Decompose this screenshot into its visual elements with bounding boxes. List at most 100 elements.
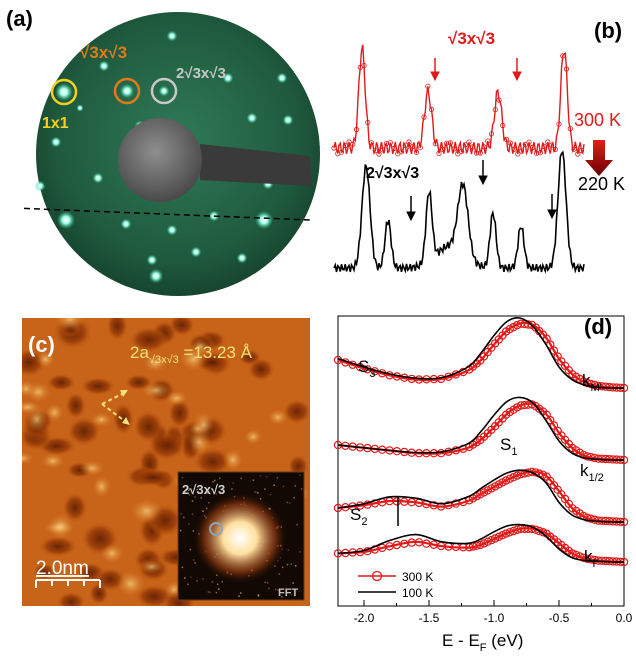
leed-pattern: 1x1 √3x√3 2√3x√3 <box>20 8 336 300</box>
fft-noise-pixel <box>231 488 233 490</box>
stm-bright-spot <box>100 544 123 563</box>
fft-noise-pixel <box>180 530 182 532</box>
leed-spot <box>147 255 158 266</box>
fft-noise-pixel <box>188 523 190 525</box>
leed-spot <box>283 115 294 126</box>
leed-spot <box>93 173 104 184</box>
x-tick-label: -2.0 <box>354 611 375 625</box>
fft-noise-pixel <box>296 524 298 526</box>
stm-bright-spot <box>245 429 262 444</box>
fft-noise-pixel <box>282 567 284 569</box>
stm-bright-spot <box>140 560 163 573</box>
x-tick-label: -0.5 <box>549 611 570 625</box>
fft-noise-pixel <box>184 577 186 579</box>
stm-hole <box>134 469 172 487</box>
stm-hole <box>148 431 186 460</box>
fft-noise-pixel <box>217 584 219 586</box>
leed-spot <box>277 73 288 84</box>
fft-noise-pixel <box>238 595 240 597</box>
leed-spot <box>167 31 178 42</box>
two-root3-label: 2√3x√3 <box>366 165 419 182</box>
fft-noise-pixel <box>299 475 301 477</box>
leed-spot <box>167 225 178 236</box>
fft-noise-pixel <box>240 592 242 594</box>
fft-noise-pixel <box>192 513 194 515</box>
leed-spot <box>120 84 134 98</box>
temp-300k: 300 K <box>574 110 621 130</box>
edc-xlabel: E - EF (eV) <box>442 631 523 654</box>
leed-spot <box>159 86 170 97</box>
fft-center-glow <box>192 492 288 584</box>
fft-noise-pixel <box>209 592 211 594</box>
stm-bright-spot <box>223 449 243 470</box>
edc-ticks: -2.0 -1.5 -1.0 -0.5 0.0 <box>354 600 633 625</box>
fft-noise-pixel <box>202 578 204 580</box>
fft-noise-pixel <box>277 477 279 479</box>
fft-noise-pixel <box>216 592 218 594</box>
panel-c-label: (c) <box>28 332 55 357</box>
root3-label: √3x√3 <box>448 29 495 48</box>
fft-noise-pixel <box>283 486 285 488</box>
leed-spot <box>35 181 46 192</box>
legend: 300 K 100 K <box>358 570 433 600</box>
fft-noise-pixel <box>240 478 242 480</box>
x-tick-label: -1.5 <box>419 611 440 625</box>
leed-spot <box>191 247 202 258</box>
profile-plot: √3x√3 2√3x√3 300 K 220 K <box>330 20 636 300</box>
fft-noise-pixel <box>266 476 268 478</box>
fft-noise-pixel <box>256 492 258 494</box>
fft-noise-pixel <box>254 491 256 493</box>
fft-noise-pixel <box>275 589 277 591</box>
leed-spot <box>121 219 132 230</box>
edc-curves <box>334 318 627 566</box>
fft-noise-pixel <box>268 588 270 590</box>
fft-noise-pixel <box>287 502 289 504</box>
leed-spot <box>149 269 163 283</box>
fft-title: 2√3x√3 <box>182 482 225 497</box>
label-2root3: 2√3x√3 <box>176 65 226 82</box>
label-1x1: 1x1 <box>42 115 69 132</box>
fft-noise-pixel <box>292 582 294 584</box>
stm-bright-spot <box>46 404 64 422</box>
peak-s1: S1 <box>500 435 517 458</box>
root3-arrows <box>431 58 521 80</box>
stm-image: (c) 2a√3x√3 =13.23 Å 2.0nm 2√3x√3 FFT <box>22 318 310 606</box>
stm-hole <box>47 374 76 392</box>
fft-noise-pixel <box>260 475 262 477</box>
stm-bright-spot <box>131 499 162 523</box>
fft-noise-pixel <box>182 567 184 569</box>
two-root3-arrows <box>407 160 556 220</box>
fft-noise-pixel <box>194 562 196 564</box>
fft-label: FFT <box>278 587 298 599</box>
leed-spot <box>99 61 110 72</box>
fft-noise-pixel <box>208 591 210 593</box>
fft-noise-pixel <box>264 488 266 490</box>
stm-hole <box>65 392 86 419</box>
stm-bright-spot <box>26 382 50 401</box>
stm-bright-spot <box>48 514 73 540</box>
fft-noise-pixel <box>295 565 297 567</box>
x-tick-label: 0.0 <box>616 611 633 625</box>
fft-noise-pixel <box>279 573 281 575</box>
fft-noise-pixel <box>222 581 224 583</box>
leed-spot <box>237 253 248 264</box>
fft-noise-pixel <box>182 477 184 479</box>
stm-bright-spot <box>142 383 171 399</box>
curve-label-km: kM' <box>582 371 602 394</box>
legend-100k: 100 K <box>402 586 433 600</box>
stm-bright-spot <box>268 410 288 425</box>
curve-label-khalf: k1/2 <box>580 461 604 484</box>
fft-noise-pixel <box>257 492 259 494</box>
fft-noise-pixel <box>190 549 192 551</box>
profile-300k <box>334 45 584 154</box>
stm-bright-spot <box>93 476 111 498</box>
fft-noise-pixel <box>218 588 220 590</box>
fft-noise-pixel <box>299 551 301 553</box>
fft-noise-pixel <box>233 482 235 484</box>
fft-noise-pixel <box>192 500 194 502</box>
fft-inset: 2√3x√3 FFT <box>178 472 304 600</box>
leed-spot <box>57 211 75 229</box>
temp-220k: 220 K <box>578 174 625 194</box>
stm-hole <box>113 403 135 436</box>
edc-chart: -2.0 -1.5 -1.0 -0.5 0.0 S3 S1 S2 kM' k1/2 kΓ… <box>330 300 636 656</box>
